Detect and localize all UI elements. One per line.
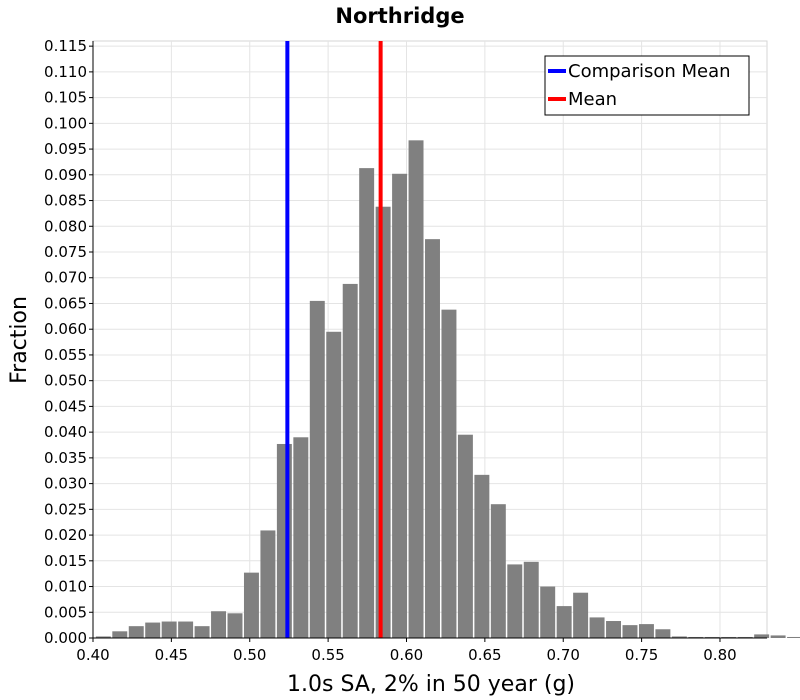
y-tick-label: 0.115 <box>44 37 87 55</box>
x-tick-label: 0.55 <box>311 646 344 664</box>
x-axis-ticks: 0.40 0.45 0.50 0.55 0.60 0.65 0.70 0.75 0.80 <box>76 638 737 664</box>
legend-label-comparison-mean: Comparison Mean <box>568 61 731 82</box>
histogram-bar <box>556 606 572 638</box>
y-tick-label: 0.040 <box>44 423 87 441</box>
histogram-bar <box>326 331 342 638</box>
legend-label-mean: Mean <box>568 89 617 110</box>
histogram-bars <box>95 140 800 639</box>
x-tick-label: 0.70 <box>547 646 580 664</box>
y-tick-label: 0.000 <box>44 629 87 647</box>
y-tick-label: 0.065 <box>44 294 87 312</box>
histogram-bar <box>589 617 605 638</box>
histogram-bar <box>754 634 770 638</box>
histogram-bar <box>260 530 276 638</box>
chart-title: Northridge <box>335 4 464 28</box>
histogram-bar <box>638 624 654 638</box>
histogram-bar <box>227 613 243 638</box>
y-axis-title: Fraction <box>7 296 32 384</box>
histogram-bar <box>145 622 161 638</box>
y-tick-label: 0.060 <box>44 320 87 338</box>
y-tick-label: 0.075 <box>44 243 87 261</box>
histogram-bar <box>392 173 408 638</box>
histogram-bar <box>293 437 309 638</box>
histogram-bar <box>243 572 259 638</box>
reference-lines <box>285 41 383 638</box>
histogram-bar <box>309 300 325 638</box>
legend-box <box>544 55 750 116</box>
y-tick-label: 0.085 <box>44 192 87 210</box>
histogram-bar <box>276 443 292 638</box>
histogram-bar <box>704 636 720 638</box>
y-tick-label: 0.100 <box>44 114 87 132</box>
histogram-bar <box>457 434 473 638</box>
histogram-bar <box>655 629 671 638</box>
y-tick-label: 0.090 <box>44 166 87 184</box>
histogram-bar <box>523 561 539 638</box>
x-tick-label: 0.75 <box>625 646 658 664</box>
histogram-bar <box>95 636 111 638</box>
histogram-bar <box>540 586 556 638</box>
x-tick-label: 0.40 <box>76 646 109 664</box>
legend: Comparison Mean Mean <box>544 55 750 116</box>
histogram-bar <box>622 625 638 638</box>
y-tick-label: 0.010 <box>44 578 87 596</box>
x-tick-label: 0.80 <box>703 646 736 664</box>
y-tick-label: 0.035 <box>44 449 87 467</box>
histogram-bar <box>128 626 144 638</box>
histogram-bar <box>671 636 687 638</box>
histogram-bar <box>194 626 210 638</box>
y-axis-ticks: 0.000 0.005 0.010 0.015 0.020 0.025 0.030 0.035… <box>44 37 93 647</box>
histogram-bar <box>606 621 622 638</box>
y-tick-label: 0.005 <box>44 603 87 621</box>
x-tick-label: 0.60 <box>390 646 423 664</box>
y-tick-label: 0.070 <box>44 269 87 287</box>
x-tick-label: 0.65 <box>468 646 501 664</box>
x-axis-title: 1.0s SA, 2% in 50 year (g) <box>287 672 575 697</box>
y-tick-label: 0.055 <box>44 346 87 364</box>
histogram-bar <box>425 239 440 638</box>
histogram-bar <box>178 621 194 638</box>
histogram-bar <box>342 283 358 638</box>
y-tick-label: 0.045 <box>44 397 87 415</box>
y-tick-label: 0.110 <box>44 63 87 81</box>
y-tick-label: 0.080 <box>44 217 87 235</box>
histogram-bar <box>787 636 800 638</box>
x-tick-label: 0.50 <box>233 646 266 664</box>
y-tick-label: 0.105 <box>44 89 87 107</box>
histogram-bar <box>211 611 227 638</box>
y-tick-label: 0.020 <box>44 526 87 544</box>
y-tick-label: 0.025 <box>44 500 87 518</box>
histogram-bar <box>112 631 128 638</box>
y-tick-label: 0.050 <box>44 372 87 390</box>
histogram-bar <box>721 636 737 638</box>
histogram-bar <box>161 621 177 638</box>
histogram-bar <box>441 309 457 638</box>
histogram-bar <box>737 636 753 638</box>
y-tick-label: 0.095 <box>44 140 87 158</box>
y-tick-label: 0.015 <box>44 552 87 570</box>
x-tick-label: 0.45 <box>155 646 188 664</box>
histogram-bar <box>375 206 391 638</box>
histogram-bar <box>490 504 506 638</box>
histogram-bar <box>573 592 589 638</box>
y-tick-label: 0.030 <box>44 475 87 493</box>
histogram-bar <box>474 474 490 638</box>
histogram-bar <box>359 168 375 639</box>
histogram-bar <box>507 564 523 638</box>
histogram-bar <box>688 636 704 638</box>
histogram-bar <box>408 140 424 639</box>
histogram-bar <box>770 635 786 638</box>
